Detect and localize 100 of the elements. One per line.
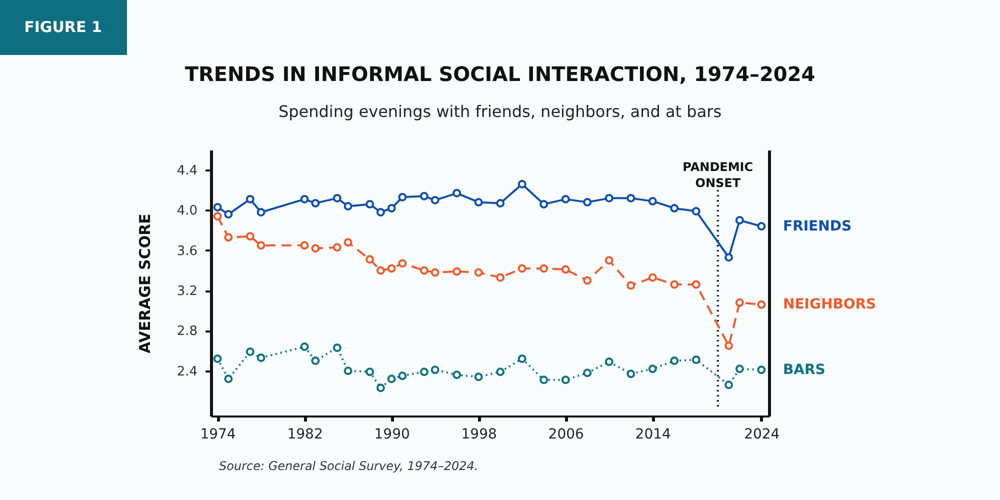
point <box>366 200 374 208</box>
point <box>648 196 657 206</box>
point <box>583 198 592 206</box>
point <box>311 244 320 253</box>
point <box>420 192 428 200</box>
point <box>300 241 309 250</box>
point <box>366 368 374 376</box>
series-label: FRIENDS <box>783 218 852 234</box>
x-tick-label: 1998 <box>461 426 497 442</box>
point <box>332 344 342 352</box>
point <box>518 354 526 364</box>
point <box>626 194 636 202</box>
point <box>540 200 548 208</box>
point <box>376 208 385 216</box>
y-tick-label: 2.8 <box>176 324 198 340</box>
point <box>735 364 744 374</box>
point <box>724 253 733 262</box>
point <box>474 372 483 382</box>
point <box>224 233 233 242</box>
point <box>398 192 407 202</box>
y-tick-label: 4.0 <box>176 204 198 219</box>
source-note: Source: General Social Survey, 1974–2024. <box>219 459 478 473</box>
point <box>648 364 657 374</box>
point <box>256 208 266 216</box>
point <box>757 300 766 309</box>
point <box>398 259 407 268</box>
point <box>246 194 254 204</box>
point <box>626 370 636 378</box>
point <box>670 356 679 366</box>
point <box>474 268 483 277</box>
point <box>311 356 320 366</box>
chart-subtitle: Spending evenings with friends, neighbors, and at bars <box>278 102 722 121</box>
point <box>452 267 462 276</box>
x-tick-label: 1990 <box>374 426 410 442</box>
point <box>757 366 766 374</box>
point <box>387 204 396 212</box>
point <box>735 298 744 307</box>
point <box>561 194 570 204</box>
ref-line-label: PANDEMIC ONSET <box>682 160 754 190</box>
y-tick-label: 3.6 <box>176 244 198 259</box>
point <box>648 273 657 282</box>
point <box>496 368 505 376</box>
point <box>344 202 352 210</box>
x-tick-label: 1982 <box>287 426 323 442</box>
point <box>376 266 385 275</box>
caption: FIGURE 1 <box>24 18 102 36</box>
point <box>387 264 396 273</box>
point <box>420 368 428 376</box>
point <box>496 198 505 208</box>
point <box>430 366 440 374</box>
point <box>583 276 592 285</box>
point <box>366 255 374 264</box>
point <box>344 238 352 247</box>
point <box>246 348 254 356</box>
point <box>311 198 320 208</box>
point <box>604 358 614 366</box>
x-tick-label: 2024 <box>744 426 780 442</box>
point <box>224 374 233 384</box>
point <box>604 256 614 265</box>
point <box>213 202 222 212</box>
point <box>604 194 614 202</box>
point <box>332 194 342 202</box>
point <box>692 356 700 364</box>
point <box>420 266 428 275</box>
y-tick-label: 2.4 <box>176 364 198 380</box>
point <box>583 368 592 378</box>
point <box>735 216 744 224</box>
point <box>430 196 440 204</box>
chart-title: TRENDS IN INFORMAL SOCIAL INTERACTION, 1974–2024 <box>184 62 816 86</box>
point <box>518 180 526 188</box>
point <box>757 222 766 231</box>
point <box>452 370 462 380</box>
point <box>670 280 679 289</box>
point <box>518 264 526 273</box>
point <box>474 198 483 206</box>
point <box>540 376 548 384</box>
point <box>430 268 440 277</box>
point <box>692 206 700 216</box>
series-label: NEIGHBORS <box>783 296 876 313</box>
point <box>213 354 222 364</box>
x-tick-label: 2014 <box>635 426 672 442</box>
point <box>561 265 570 274</box>
y-tick-label: 3.2 <box>176 284 198 300</box>
point <box>724 380 733 390</box>
point <box>540 264 548 273</box>
y-axis-title: AVERAGE SCORE <box>136 214 154 354</box>
point <box>452 188 462 198</box>
point <box>256 241 266 250</box>
point <box>332 243 342 252</box>
series-label: BARS <box>783 362 826 378</box>
x-tick-label: 2006 <box>548 426 584 442</box>
point <box>496 273 505 282</box>
point <box>344 366 352 376</box>
point <box>224 210 233 218</box>
x-tick-label: 1974 <box>200 426 236 442</box>
y-tick-label: 4.4 <box>176 164 198 179</box>
point <box>626 281 636 290</box>
point <box>300 342 309 351</box>
point <box>256 354 266 362</box>
point <box>246 232 254 241</box>
